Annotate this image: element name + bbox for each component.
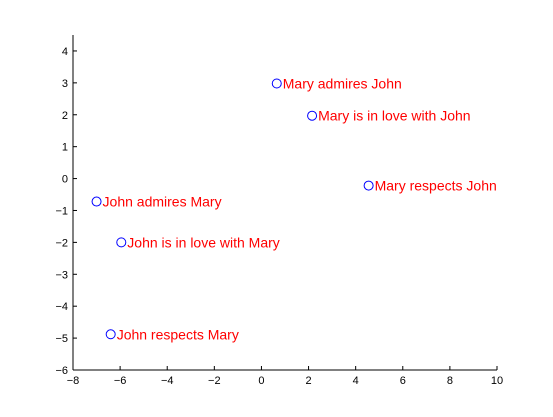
y-tick-label: 2 xyxy=(62,110,68,122)
data-point-marker xyxy=(116,237,127,248)
x-tick-label: 6 xyxy=(400,375,406,387)
y-tick-label: −2 xyxy=(55,237,68,249)
data-points: Mary admires John Mary is in love with Jo… xyxy=(91,75,497,342)
y-tick-label: −1 xyxy=(55,205,68,217)
data-point-marker xyxy=(105,329,116,340)
x-tick-label: 8 xyxy=(447,375,453,387)
data-point-marker xyxy=(271,78,282,89)
data-point-label: Mary is in love with John xyxy=(318,108,471,124)
y-tick-label: 1 xyxy=(62,142,68,154)
data-point-label: Mary respects John xyxy=(375,178,497,194)
x-tick-label: −4 xyxy=(161,375,174,387)
y-tick-label: −6 xyxy=(55,365,68,377)
x-tick-label: 10 xyxy=(491,375,503,387)
x-tick-label: 4 xyxy=(353,375,359,387)
y-tick-label: 3 xyxy=(62,78,68,90)
x-tick-label: 0 xyxy=(258,375,264,387)
data-point-label: John respects Mary xyxy=(117,326,239,342)
data-point-label: John admires Mary xyxy=(103,194,222,210)
y-tick-label: −4 xyxy=(55,301,68,313)
x-tick-label: 2 xyxy=(305,375,311,387)
y-tick-label: 0 xyxy=(62,174,68,186)
y-tick-label: −3 xyxy=(55,269,68,281)
y-axis: −6 −5 −4 −3 −2 −1 0 1 2 3 4 xyxy=(55,46,77,377)
x-axis: −8 −6 −4 −2 0 2 4 6 8 10 xyxy=(67,366,503,387)
x-tick-label: −8 xyxy=(67,375,80,387)
data-point-label: John is in love with Mary xyxy=(127,234,280,250)
data-point-marker xyxy=(363,180,374,191)
plot-area xyxy=(72,35,497,371)
data-point-marker xyxy=(307,110,318,121)
x-tick-label: −2 xyxy=(208,375,221,387)
x-tick-label: −6 xyxy=(114,375,127,387)
data-point-marker xyxy=(91,196,102,207)
y-tick-label: −5 xyxy=(55,333,68,345)
data-point-label: Mary admires John xyxy=(283,75,402,91)
y-tick-label: 4 xyxy=(62,46,68,58)
